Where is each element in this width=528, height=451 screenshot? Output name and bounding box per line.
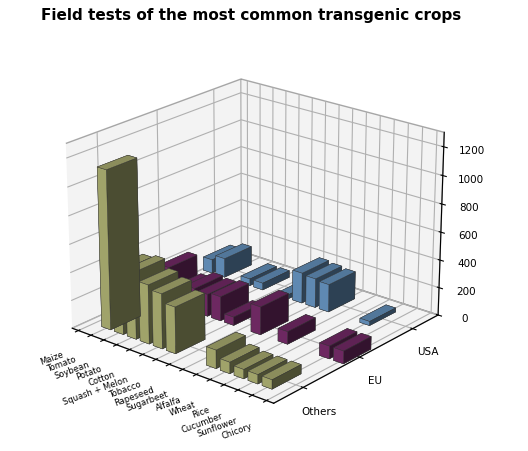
- Title: Field tests of the most common transgenic crops: Field tests of the most common transgeni…: [41, 9, 461, 23]
